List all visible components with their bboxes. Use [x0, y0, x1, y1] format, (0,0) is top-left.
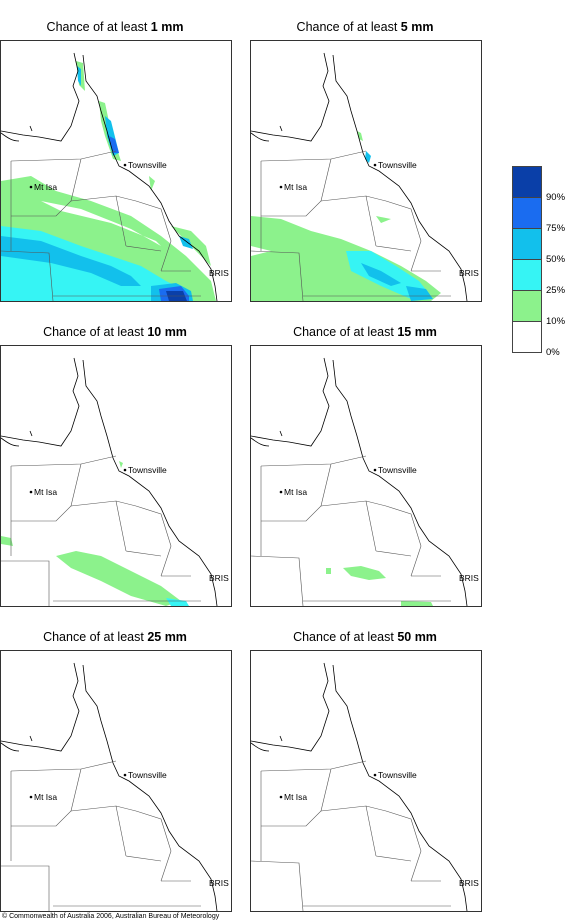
state-outline: [251, 357, 468, 606]
mt-isa-label: Mt Isa: [34, 487, 57, 497]
towns: Townsville Mt Isa BRIS: [29, 160, 229, 278]
brisbane-label: BRIS: [459, 573, 479, 583]
map-panel-50mm: Townsville Mt Isa BRIS: [250, 650, 482, 912]
mt-isa-label: Mt Isa: [284, 487, 307, 497]
map-panel-5mm: Townsville Mt Isa BRIS: [250, 40, 482, 302]
legend-swatch-90: [512, 166, 542, 198]
mt-isa-label: Mt Isa: [284, 792, 307, 802]
region-boundaries: [251, 455, 451, 606]
towns: Townsville Mt Isa BRIS: [279, 465, 479, 583]
mt-isa-label: Mt Isa: [34, 182, 57, 192]
towns: Townsville Mt Isa BRIS: [279, 770, 479, 888]
brisbane-label: BRIS: [459, 878, 479, 888]
region-boundaries: [1, 760, 201, 911]
map-panel-15mm: Townsville Mt Isa BRIS: [250, 345, 482, 607]
legend-label-10: 10%: [546, 316, 566, 327]
brisbane-label: BRIS: [209, 573, 229, 583]
towns: Townsville Mt Isa BRIS: [29, 770, 229, 888]
panel-title-10mm: Chance of at least 10 mm: [43, 325, 187, 339]
mt-isa-label: Mt Isa: [34, 792, 57, 802]
brisbane-label: BRIS: [209, 268, 229, 278]
panel-title-50mm: Chance of at least 50 mm: [293, 630, 437, 644]
legend-label-0: 0%: [546, 347, 560, 358]
panel-title-15mm: Chance of at least 15 mm: [293, 325, 437, 339]
rain-probability-overlay: [251, 131, 441, 301]
townsville-label: Townsville: [378, 160, 417, 170]
region-boundaries: [1, 455, 201, 606]
townsville-label: Townsville: [128, 770, 167, 780]
brisbane-label: BRIS: [459, 268, 479, 278]
townsville-label: Townsville: [378, 770, 417, 780]
state-outline: [251, 52, 468, 301]
panel-title-1mm: Chance of at least 1 mm: [46, 20, 184, 34]
mt-isa-label: Mt Isa: [284, 182, 307, 192]
state-outline: [1, 662, 218, 911]
map-panel-1mm: Townsville Mt Isa BRIS: [0, 40, 232, 302]
legend-swatch-75: [512, 198, 542, 229]
region-boundaries: [1, 150, 201, 301]
townsville-label: Townsville: [128, 160, 167, 170]
state-outline: [1, 52, 218, 301]
legend-label-50: 50%: [546, 254, 566, 265]
map-panel-10mm: Townsville Mt Isa BRIS: [0, 345, 232, 607]
rain-probability-overlay: [326, 566, 433, 606]
townsville-label: Townsville: [378, 465, 417, 475]
rain-probability-overlay: [1, 461, 189, 606]
state-outline: [251, 662, 468, 911]
legend-label-25: 25%: [546, 285, 566, 296]
legend-label-90: 90%: [546, 192, 566, 203]
legend-swatch-10: [512, 291, 542, 322]
brisbane-label: BRIS: [209, 878, 229, 888]
townsville-label: Townsville: [128, 465, 167, 475]
region-boundaries: [251, 150, 451, 301]
region-boundaries: [251, 760, 451, 911]
towns: Townsville Mt Isa BRIS: [279, 160, 479, 278]
legend-swatch-50: [512, 229, 542, 260]
legend-swatch-25: [512, 260, 542, 291]
towns: Townsville Mt Isa BRIS: [29, 465, 229, 583]
legend-swatch-0: [512, 322, 542, 353]
map-panel-25mm: Townsville Mt Isa BRIS: [0, 650, 232, 912]
panel-title-25mm: Chance of at least 25 mm: [43, 630, 187, 644]
state-outline: [1, 357, 218, 606]
panel-title-5mm: Chance of at least 5 mm: [296, 20, 434, 34]
legend-label-75: 75%: [546, 223, 566, 234]
rain-probability-overlay: [1, 61, 216, 301]
copyright-credit: © Commonwealth of Australia 2006, Austra…: [2, 913, 220, 920]
probability-legend: 90% 75% 50% 25% 10% 0%: [512, 166, 565, 358]
